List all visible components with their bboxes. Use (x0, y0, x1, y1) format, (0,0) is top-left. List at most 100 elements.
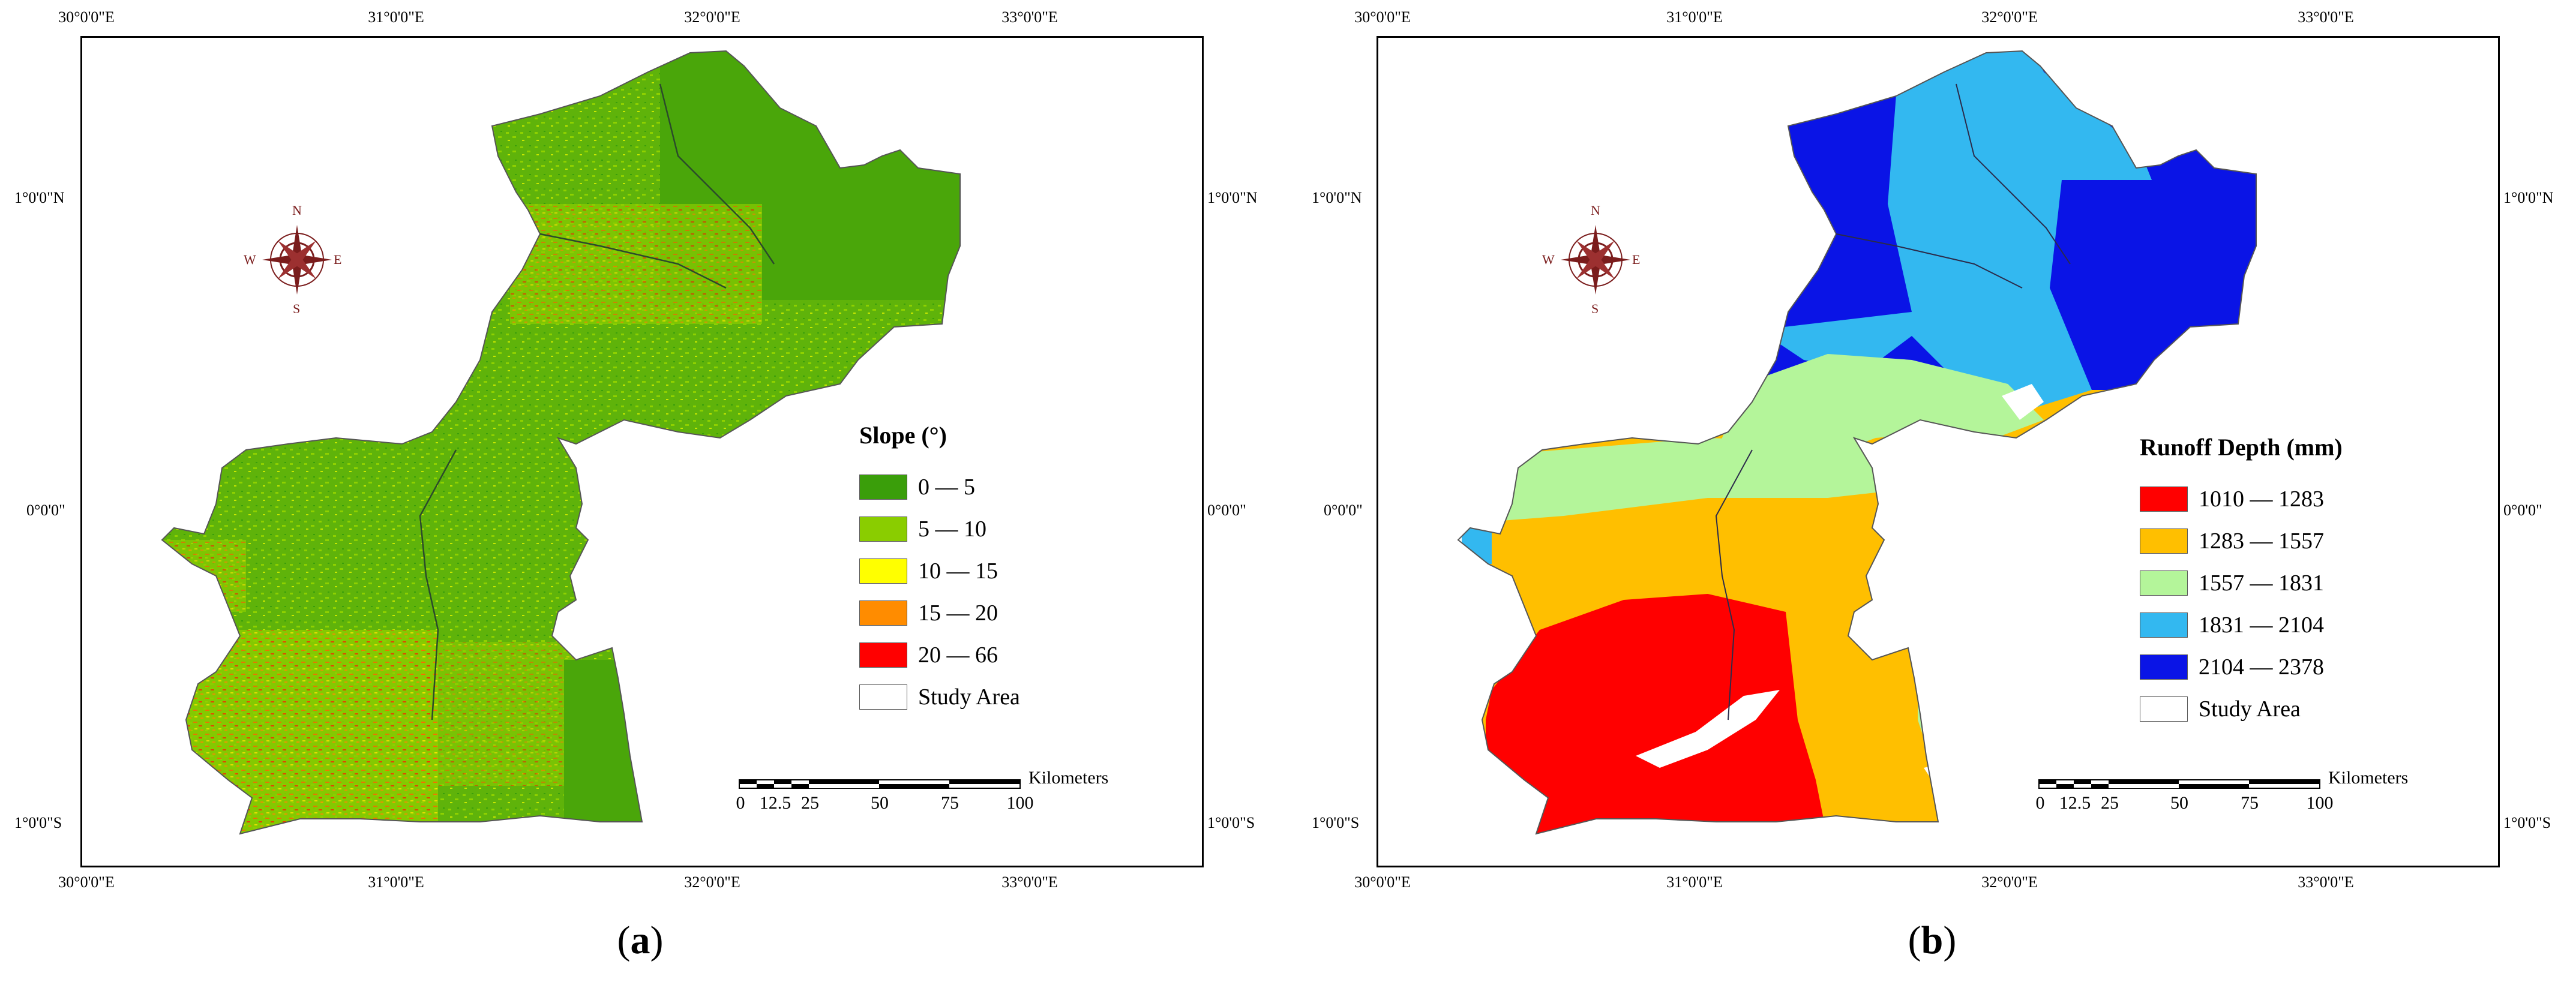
legend-item: 1831 — 2104 (2140, 604, 2343, 646)
scale-tick-label: 75 (941, 793, 959, 813)
legend-label: 15 — 20 (918, 600, 998, 626)
compass-east-label: E (334, 252, 342, 267)
scale-tick-label: 50 (871, 793, 889, 813)
scale-tick-label: 25 (2101, 793, 2119, 813)
lon-label-top: 30°0'0"E (1354, 8, 1411, 26)
lat-label-right: 1°0'0"S (2503, 814, 2551, 831)
lat-label-left: 1°0'0"N (1312, 189, 1362, 206)
lat-label-left: 1°0'0"S (14, 814, 62, 831)
scale-bar-graphic (739, 779, 1021, 789)
scale-unit-label: Kilometers (1028, 768, 1109, 788)
map-panel-b: N S E W 30°0'0"E 31°0'0"E 32°0'0"E 33°0'… (1288, 0, 2575, 985)
legend-swatch (859, 558, 907, 584)
compass-north-label: N (1591, 203, 1600, 218)
legend-label: 10 — 15 (918, 558, 998, 584)
legend-swatch (859, 642, 907, 668)
legend: Runoff Depth (mm) 1010 — 1283 1283 — 155… (2140, 433, 2343, 730)
scale-tick-label: 100 (2306, 793, 2334, 813)
legend-title: Runoff Depth (mm) (2140, 434, 2343, 461)
lon-label-bottom: 33°0'0"E (1001, 873, 1058, 891)
legend-swatch (2140, 487, 2188, 512)
legend: Slope (°) 0 — 5 5 — 10 10 — 15 15 — 20 2… (859, 421, 1020, 718)
legend-item: 15 — 20 (859, 592, 1020, 634)
legend-swatch (2140, 570, 2188, 596)
lat-label-left: 0°0'0" (26, 501, 65, 519)
lon-label-bottom: 30°0'0"E (58, 873, 115, 891)
legend-swatch (859, 684, 907, 710)
lon-label-top: 30°0'0"E (58, 8, 115, 26)
lon-label-top: 32°0'0"E (684, 8, 740, 26)
scale-tick-label: 12.5 (2059, 793, 2091, 813)
scale-bar: Kilometers 0 12.5 25 50 75 100 (2035, 768, 2409, 828)
legend-label: Study Area (918, 684, 1020, 710)
panel-caption: (a) (617, 918, 664, 962)
compass-south-label: S (1591, 301, 1599, 316)
lon-label-bottom: 31°0'0"E (1666, 873, 1723, 891)
scale-tick-label: 100 (1006, 793, 1034, 813)
lat-label-right: 0°0'0" (1207, 501, 1246, 519)
legend-item: 1557 — 1831 (2140, 562, 2343, 604)
lat-label-left: 0°0'0" (1324, 501, 1363, 519)
compass-east-label: E (1632, 252, 1641, 267)
compass-rose-icon (262, 225, 332, 295)
legend-item: 10 — 15 (859, 550, 1020, 592)
legend-item: 20 — 66 (859, 634, 1020, 676)
scale-tick-label: 75 (2241, 793, 2259, 813)
lat-label-right: 1°0'0"N (2503, 189, 2554, 206)
lat-label-right: 1°0'0"S (1207, 814, 1255, 831)
compass-rose-icon (1561, 225, 1630, 295)
legend-label: 5 — 10 (918, 516, 986, 542)
lon-label-bottom: 32°0'0"E (1981, 873, 2038, 891)
legend-label: 0 — 5 (918, 475, 975, 500)
map-canvas (161, 50, 961, 835)
legend-item: 5 — 10 (859, 508, 1020, 550)
legend-swatch (2140, 654, 2188, 680)
legend-item: Study Area (2140, 688, 2343, 730)
lon-label-bottom: 32°0'0"E (684, 873, 740, 891)
legend-item: 0 — 5 (859, 466, 1020, 508)
legend-item: 1283 — 1557 (2140, 520, 2343, 562)
legend-swatch (859, 600, 907, 626)
lat-label-left: 1°0'0"S (1312, 814, 1360, 831)
lat-label-right: 0°0'0" (2503, 501, 2542, 519)
legend-label: 20 — 66 (918, 642, 998, 668)
scale-tick-label: 25 (801, 793, 819, 813)
scale-tick-label: 0 (736, 793, 745, 813)
compass-west-label: W (244, 252, 256, 267)
lon-label-top: 32°0'0"E (1981, 8, 2038, 26)
legend-swatch (859, 516, 907, 542)
panel-caption: (b) (1908, 918, 1957, 962)
legend-item: Study Area (859, 676, 1020, 718)
legend-swatch (2140, 528, 2188, 554)
map-panel-a: N S E W 30°0'0"E 31°0'0"E 32°0'0"E 33°0'… (14, 8, 1258, 962)
legend-label: 1283 — 1557 (2199, 528, 2324, 554)
lon-label-top: 33°0'0"E (2298, 8, 2354, 26)
lon-label-bottom: 30°0'0"E (1354, 873, 1411, 891)
compass-south-label: S (293, 301, 301, 316)
compass-north-label: N (292, 203, 302, 218)
scale-tick-label: 0 (2035, 793, 2045, 813)
legend-label: 2104 — 2378 (2199, 654, 2324, 680)
lat-label-right: 1°0'0"N (1207, 189, 1258, 206)
legend-swatch (2140, 612, 2188, 638)
scale-unit-label: Kilometers (2328, 768, 2409, 788)
scale-tick-label: 12.5 (759, 793, 791, 813)
legend-swatch (2140, 696, 2188, 722)
lon-label-top: 33°0'0"E (1001, 8, 1058, 26)
legend-label: Study Area (2199, 696, 2301, 722)
lat-label-left: 1°0'0"N (14, 189, 65, 206)
map-canvas (1457, 50, 2257, 835)
scale-bar-graphic (2038, 779, 2320, 789)
lon-label-top: 31°0'0"E (368, 8, 424, 26)
scale-tick-label: 50 (2170, 793, 2188, 813)
legend-item: 1010 — 1283 (2140, 478, 2343, 520)
compass-west-label: W (1542, 252, 1555, 267)
scale-bar: Kilometers 0 12.5 25 50 75 100 (736, 768, 1109, 828)
lon-label-top: 31°0'0"E (1666, 8, 1723, 26)
legend-swatch (859, 475, 907, 500)
legend-label: 1010 — 1283 (2199, 487, 2324, 512)
lon-label-bottom: 31°0'0"E (368, 873, 424, 891)
lon-label-bottom: 33°0'0"E (2298, 873, 2354, 891)
legend-title: Slope (°) (859, 422, 947, 449)
legend-label: 1831 — 2104 (2199, 612, 2324, 638)
